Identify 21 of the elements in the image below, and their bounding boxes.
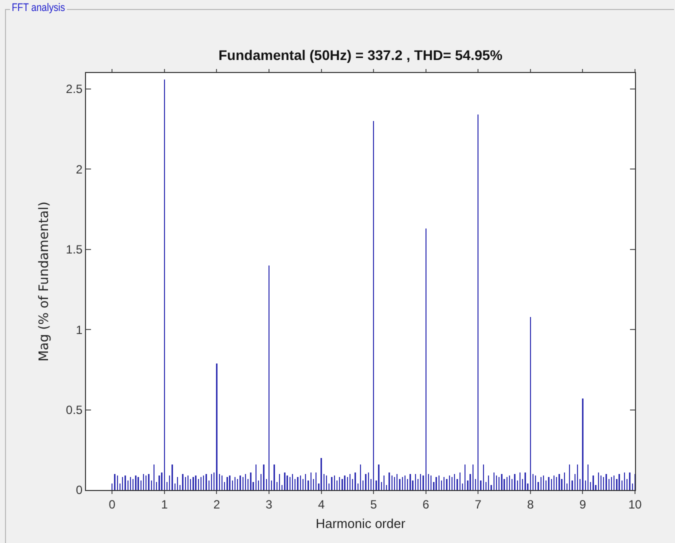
x-tick-label: 1 [161,497,168,512]
y-tick-label: 1.5 [66,242,83,257]
x-tick-label: 2 [213,497,220,512]
y-tick-label: 0.5 [66,403,83,418]
x-tick-label: 6 [422,497,430,512]
x-tick-label: 10 [628,497,642,512]
chart-title: Fundamental (50Hz) = 337.2 , THD= 54.95% [218,47,504,63]
y-tick-label: 2 [76,162,83,176]
x-tick-label: 5 [370,497,378,512]
y-tick-label: 0 [76,483,83,498]
x-tick-label: 4 [318,497,325,512]
x-tick-label: 7 [474,497,482,512]
y-tick-label: 1 [76,322,83,337]
x-tick-label: 3 [266,497,273,512]
x-tick-label: 0 [108,497,116,512]
text: FFT analysis [10,2,67,14]
y-axis-title: Mag (% of Fundamental) [36,202,52,362]
x-tick-label: 9 [579,497,586,512]
y-tick-label: 2.5 [66,82,83,96]
x-tick-label: 8 [527,497,534,512]
x-axis-title: Harmonic order [316,516,406,531]
